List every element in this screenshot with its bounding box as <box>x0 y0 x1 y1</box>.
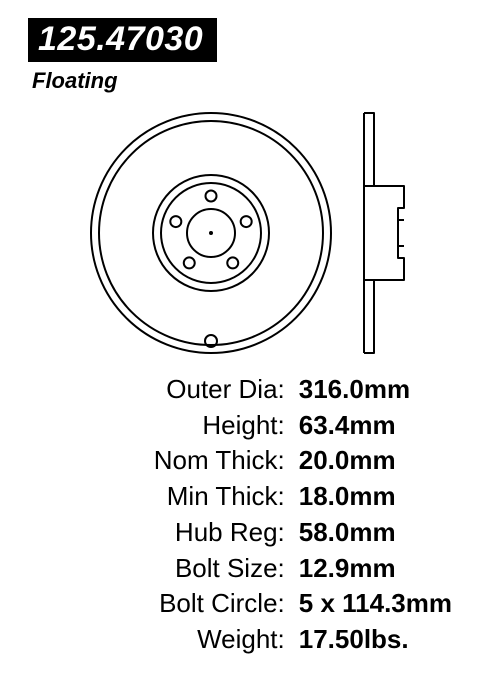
spec-sheet: 125.47030 Floating Outer Dia: 316.0mm Heig… <box>0 0 500 700</box>
spec-table: Outer Dia: 316.0mm Height: 63.4mm Nom Thick:… <box>58 374 452 656</box>
spec-label: Outer Dia: <box>58 374 285 406</box>
spec-value: 316.0mm <box>299 374 452 406</box>
spec-value: 20.0mm <box>299 445 452 477</box>
spec-value: 17.50lbs. <box>299 624 452 656</box>
rotor-side-view-icon <box>354 108 424 358</box>
rotor-type-label: Floating <box>32 68 482 94</box>
part-number: 125.47030 <box>38 20 203 58</box>
spec-value: 58.0mm <box>299 517 452 549</box>
spec-label: Hub Reg: <box>58 517 285 549</box>
spec-value: 63.4mm <box>299 410 452 442</box>
spec-label: Weight: <box>58 624 285 656</box>
spec-label: Height: <box>58 410 285 442</box>
spec-value: 12.9mm <box>299 553 452 585</box>
spec-label: Nom Thick: <box>58 445 285 477</box>
rotor-face-view-icon <box>86 108 336 358</box>
part-number-bar: 125.47030 <box>28 18 217 62</box>
technical-drawings <box>28 108 482 358</box>
spec-value: 18.0mm <box>299 481 452 513</box>
spec-label: Bolt Circle: <box>58 588 285 620</box>
spec-value: 5 x 114.3mm <box>299 588 452 620</box>
spec-label: Bolt Size: <box>58 553 285 585</box>
spec-label: Min Thick: <box>58 481 285 513</box>
